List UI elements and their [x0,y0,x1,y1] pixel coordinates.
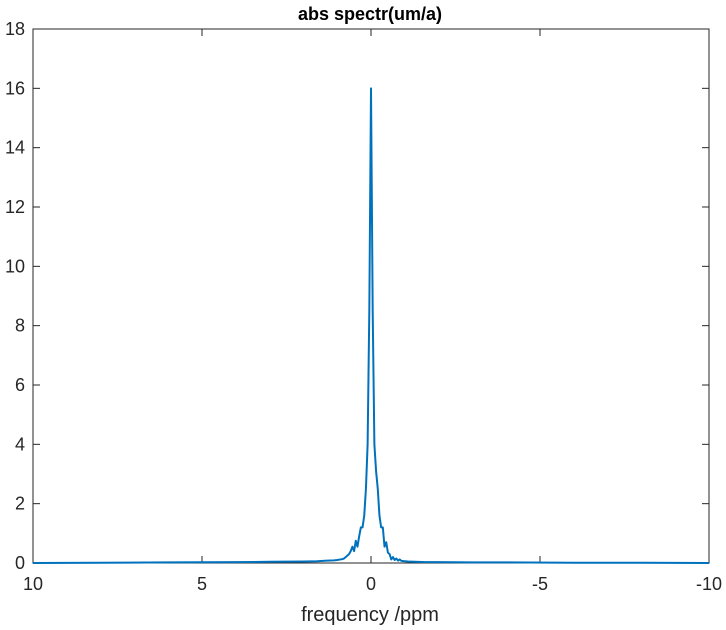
y-tick-label: 2 [15,494,25,514]
y-tick-label: 8 [15,316,25,336]
y-tick-label: 0 [15,553,25,573]
x-tick-label: -5 [532,574,548,594]
y-tick-label: 16 [5,78,25,98]
series-layer [32,87,710,564]
x-axis: 10 5 0 -5 -10 [23,29,722,594]
y-axis: 0 2 4 6 8 10 12 14 16 18 [5,19,709,573]
chart-title: abs spectr(um/a) [298,4,442,24]
y-tick-label: 14 [5,138,25,158]
y-tick-label: 4 [15,434,25,454]
x-tick-label: 10 [23,574,43,594]
series-line [32,87,710,564]
x-tick-label: 5 [197,574,207,594]
x-axis-label: frequency /ppm [301,604,439,626]
y-tick-label: 6 [15,375,25,395]
y-tick-label: 10 [5,256,25,276]
y-tick-label: 18 [5,19,25,39]
x-tick-label: 0 [366,574,376,594]
y-tick-label: 12 [5,197,25,217]
x-tick-label: -10 [696,574,722,594]
